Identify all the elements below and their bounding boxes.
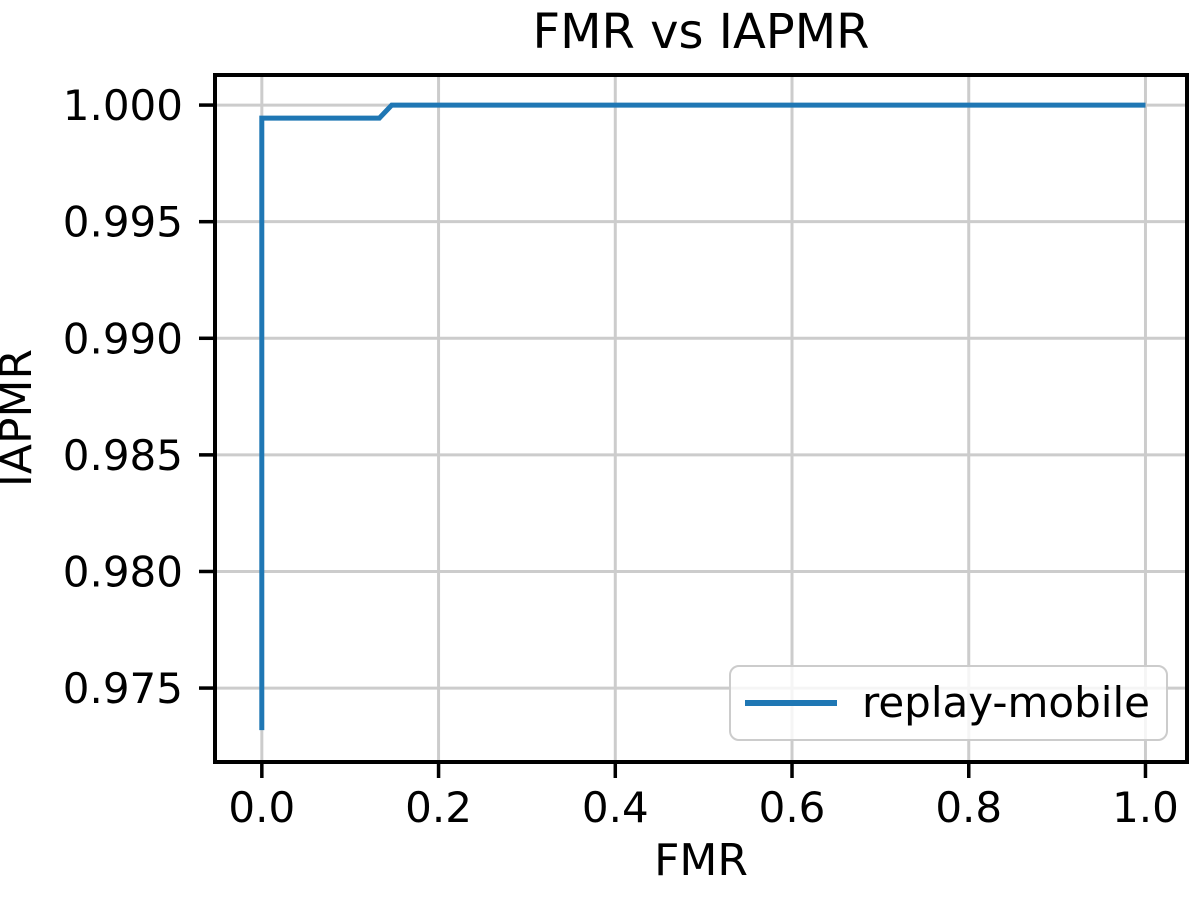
x-tick-label: 1.0	[1112, 783, 1179, 832]
y-tick-label: 0.990	[63, 314, 183, 363]
y-tick-label: 0.985	[63, 431, 183, 480]
x-tick-label: 0.2	[405, 783, 472, 832]
chart-title: FMR vs IAPMR	[532, 4, 869, 60]
gridlines	[215, 75, 1187, 762]
y-tick-label: 0.975	[63, 664, 183, 713]
x-tick-label: 0.4	[582, 783, 649, 832]
legend: replay-mobile	[729, 665, 1168, 741]
y-tick-label: 1.000	[63, 81, 183, 130]
x-axis-label: FMR	[654, 835, 748, 886]
tick-labels: 0.0 0.2 0.4 0.6 0.8 1.0 0.975 0.980 0.985 0.990 0.…	[63, 81, 1179, 832]
legend-box	[729, 665, 1168, 741]
x-tick-label: 0.6	[759, 783, 826, 832]
y-axis-label: IAPMR	[0, 349, 42, 487]
y-tick-label: 0.995	[63, 198, 183, 247]
x-tick-label: 0.0	[228, 783, 295, 832]
plot-border	[213, 73, 1189, 764]
axis-ticks	[199, 103, 1148, 778]
y-tick-label: 0.980	[63, 547, 183, 596]
series-lines	[259, 102, 1146, 731]
x-tick-label: 0.8	[935, 783, 1002, 832]
legend-label: replay-mobile	[862, 678, 1150, 727]
series-line	[259, 102, 1146, 731]
